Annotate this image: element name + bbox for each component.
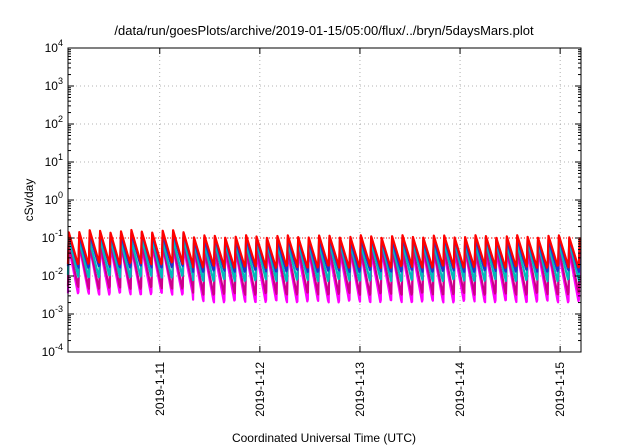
y-tick-label: 10-3	[42, 304, 63, 321]
y-tick-label: 100	[45, 190, 63, 207]
x-tick-label: 2019-1-12	[253, 362, 267, 417]
x-axis-label: Coordinated Universal Time (UTC)	[232, 431, 416, 445]
x-tick-label: 2019-1-11	[153, 362, 167, 416]
chart-title: /data/run/goesPlots/archive/2019-01-15/0…	[114, 23, 534, 38]
x-tick-label: 2019-1-14	[453, 362, 467, 417]
x-tick-label: 2019-1-15	[553, 362, 567, 417]
y-tick-label: 101	[45, 152, 63, 169]
y-tick-label: 103	[45, 76, 63, 93]
grid	[68, 48, 581, 352]
y-tick-label: 10-2	[42, 266, 63, 283]
y-axis-label: cSv/day	[22, 179, 36, 222]
y-axis: 104 103 102 101 100 10-1 10-2 10-3 10-4	[42, 38, 581, 359]
series-layer	[66, 228, 581, 304]
series-line	[66, 228, 581, 269]
y-tick-label: 10-4	[42, 342, 63, 359]
y-tick-label: 102	[45, 114, 63, 131]
x-tick-label: 2019-1-13	[353, 362, 367, 417]
y-tick-label: 10-1	[42, 228, 63, 245]
y-tick-label: 104	[45, 38, 63, 55]
x-axis: 2019-1-11 2019-1-12 2019-1-13 2019-1-14 2019…	[153, 48, 567, 417]
